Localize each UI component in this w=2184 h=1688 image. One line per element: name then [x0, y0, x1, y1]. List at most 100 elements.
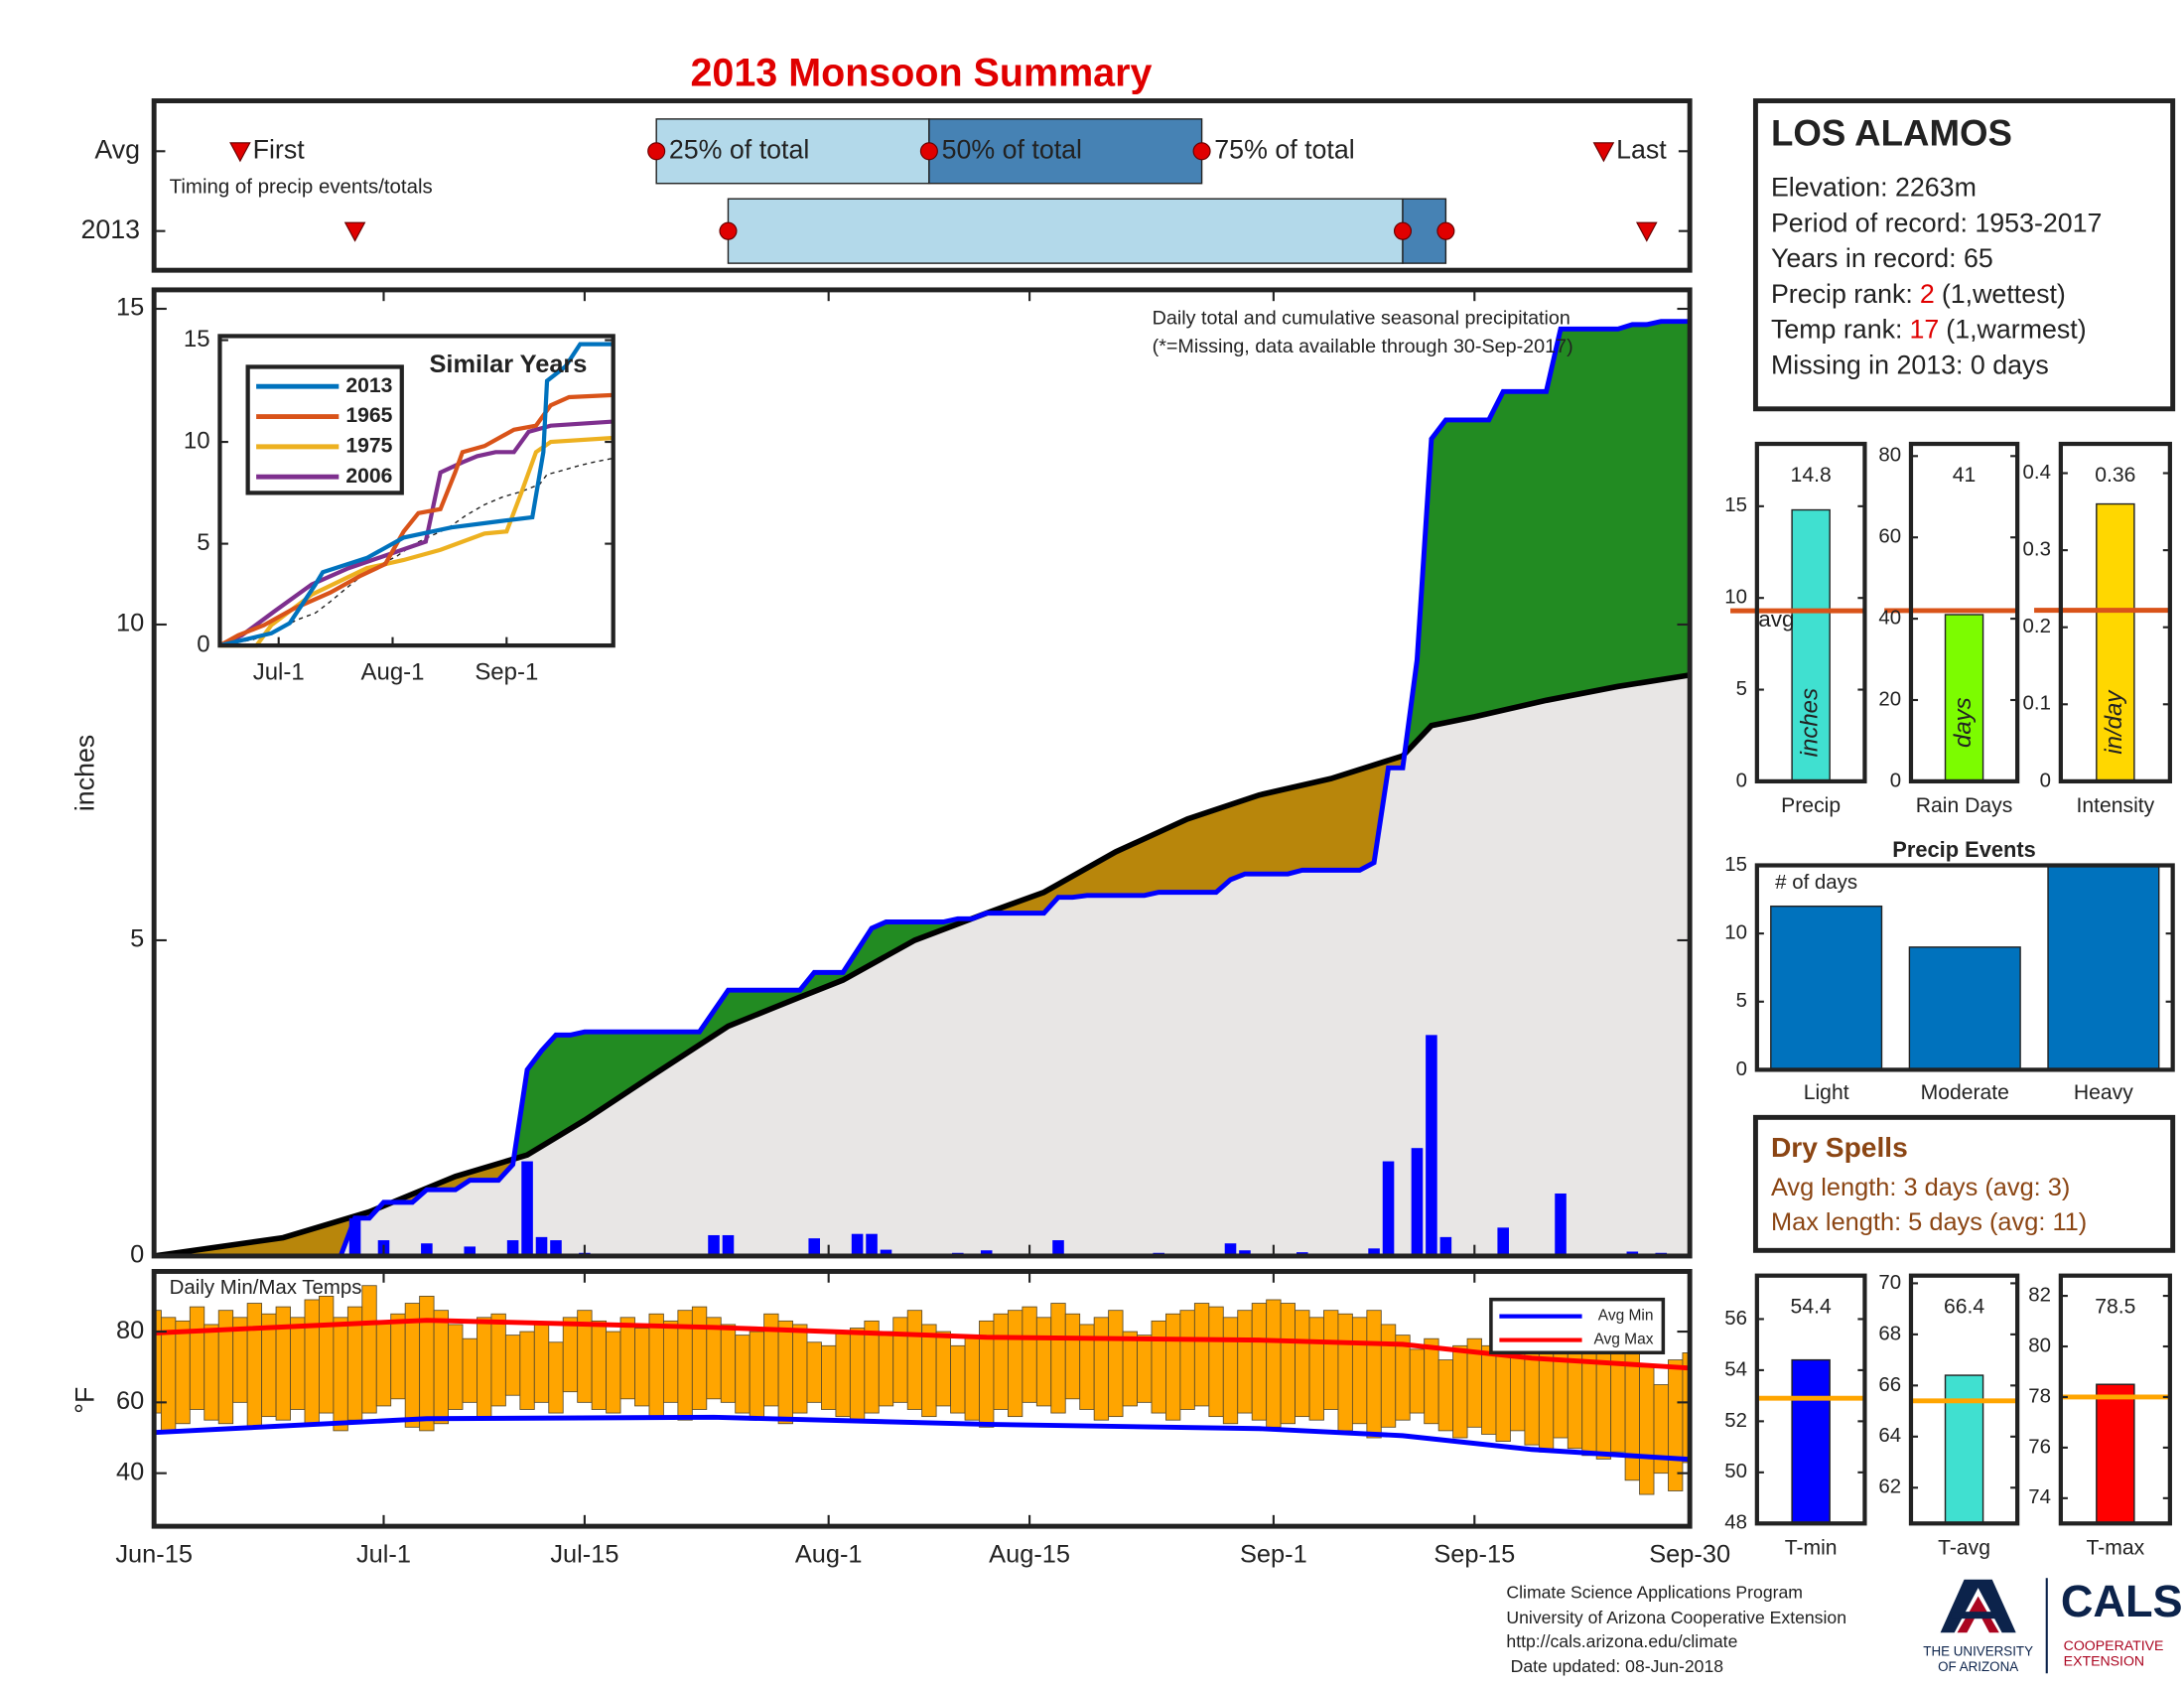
temp-range-bar: [477, 1317, 492, 1418]
temp-range-bar: [1323, 1310, 1339, 1410]
value-label: 41: [1953, 464, 1977, 487]
logo-text: OF ARIZONA: [1938, 1659, 2018, 1674]
main-plot: [154, 319, 1691, 1256]
total-marker: [1436, 221, 1455, 240]
temp-range-bar: [433, 1310, 449, 1425]
daily-bar: [464, 1246, 477, 1256]
temp-range-bar: [906, 1310, 923, 1410]
daily-bar: [535, 1236, 548, 1256]
axes-frame: [151, 1268, 1693, 1529]
info-line: Years in record: 65: [1771, 243, 1993, 273]
annotation: Daily total and cumulative seasonal prec…: [1153, 308, 1570, 330]
y-tick-label: 70: [1878, 1271, 1901, 1294]
event-bar: [1770, 905, 1883, 1071]
axes-frame: [151, 287, 1693, 1259]
temp-range-bar: [749, 1331, 765, 1421]
total-marker: [1192, 142, 1211, 161]
y-axis-label: °F: [70, 1387, 100, 1414]
dry-spells-line: Max length: 5 days (avg: 11): [1771, 1208, 2087, 1236]
unit-label: inches: [1796, 688, 1823, 757]
temp-range-bar: [878, 1331, 894, 1407]
temp-range-bar: [1266, 1299, 1282, 1428]
x-tick-label: Sep-1: [475, 659, 538, 686]
x-tick-label: Aug-1: [361, 659, 425, 686]
temp-range-bar: [1222, 1317, 1239, 1425]
temp-range-bar: [1395, 1335, 1411, 1421]
marker-label: 25% of total: [669, 134, 809, 164]
info-box: [1752, 98, 2176, 412]
stat-bar: [1791, 1358, 1831, 1525]
temp-range-bar: [1380, 1324, 1397, 1428]
daily-bar: [550, 1240, 562, 1256]
stat-bar: [1791, 508, 1831, 782]
temp-range-bar: [1280, 1303, 1296, 1425]
y-tick-label: 40: [116, 1458, 144, 1485]
y-tick-label: 10: [116, 610, 144, 637]
temp-range-bar: [1251, 1303, 1268, 1421]
temp-range-bar: [648, 1313, 664, 1418]
base-area: [154, 674, 1691, 1256]
temp-range-bar: [1639, 1366, 1655, 1495]
daily-bar: [866, 1233, 878, 1256]
temp-range-bar: [606, 1331, 621, 1414]
y-tick-label: 54: [1724, 1357, 1747, 1380]
event-bar: [1908, 946, 2021, 1071]
legend-label: 1975: [345, 434, 392, 457]
temp-range-bar: [591, 1320, 608, 1410]
inset-title: Similar Years: [429, 351, 587, 378]
temp-range-bar: [806, 1341, 822, 1403]
axes-frame: [2058, 441, 2172, 784]
stat-bar: [1944, 614, 1984, 782]
total-marker: [719, 221, 738, 240]
temp-range-bar: [849, 1328, 866, 1421]
marker-label: 75% of total: [1214, 134, 1354, 164]
temp-range-bar: [935, 1331, 951, 1407]
legend-label: 2006: [345, 465, 392, 488]
stat-bar: [2096, 502, 2135, 782]
daily-bar: [1382, 1161, 1395, 1256]
daily-bar: [1555, 1193, 1567, 1256]
daily-bar: [708, 1234, 720, 1256]
annotation-note: (*=Missing, data available through 30-Se…: [1153, 336, 1573, 357]
temp-range-bar: [1437, 1359, 1454, 1432]
x-tick-label: Jul-15: [550, 1540, 618, 1568]
y-tick-label: 0: [2040, 769, 2051, 791]
daily-bar: [1439, 1236, 1452, 1256]
page-title: 2013 Monsoon Summary: [690, 52, 1152, 95]
temp-range-bar: [390, 1313, 406, 1400]
footer-line: Date updated: 08-Jun-2018: [1511, 1656, 1724, 1676]
temp-range-bar: [921, 1324, 937, 1418]
logo-text: EXTENSION: [2064, 1653, 2144, 1669]
y-tick-label: 74: [2028, 1485, 2051, 1508]
axes-frame: [217, 334, 615, 648]
axes-frame: [1908, 441, 2020, 784]
temp-range-bar: [419, 1295, 435, 1432]
inset-line: [218, 419, 614, 648]
temp-range-bar: [290, 1317, 306, 1410]
y-tick-label: 10: [184, 427, 210, 454]
x-tick-label: Aug-15: [989, 1540, 1070, 1568]
marker-label: First: [253, 134, 306, 164]
daily-bar: [1411, 1148, 1424, 1256]
temp-range-bar: [1308, 1317, 1324, 1421]
temp-range-bar: [835, 1331, 851, 1418]
info-line: Elevation: 2263m: [1771, 172, 1977, 202]
temp-range-bar: [1481, 1344, 1497, 1435]
temp-range-bar: [777, 1320, 793, 1425]
y-tick-label: 78: [2028, 1384, 2051, 1407]
temp-range-bar: [204, 1324, 219, 1421]
temp-range-bar: [1122, 1331, 1138, 1407]
temp-range-bar: [792, 1324, 808, 1414]
quartile-band: [727, 198, 1404, 264]
daily-bar: [980, 1250, 993, 1256]
x-tick-label: Aug-1: [795, 1540, 863, 1568]
temp-range-bar: [1093, 1317, 1110, 1421]
temp-range-bar: [662, 1320, 679, 1403]
y-tick-label: 40: [1878, 607, 1901, 630]
events-title: Precip Events: [1892, 837, 2035, 862]
y-tick-label: 5: [130, 925, 144, 953]
average-temp-line: [154, 1414, 1691, 1463]
daily-bar: [1368, 1248, 1380, 1256]
y-tick-label: 10: [1724, 586, 1747, 609]
